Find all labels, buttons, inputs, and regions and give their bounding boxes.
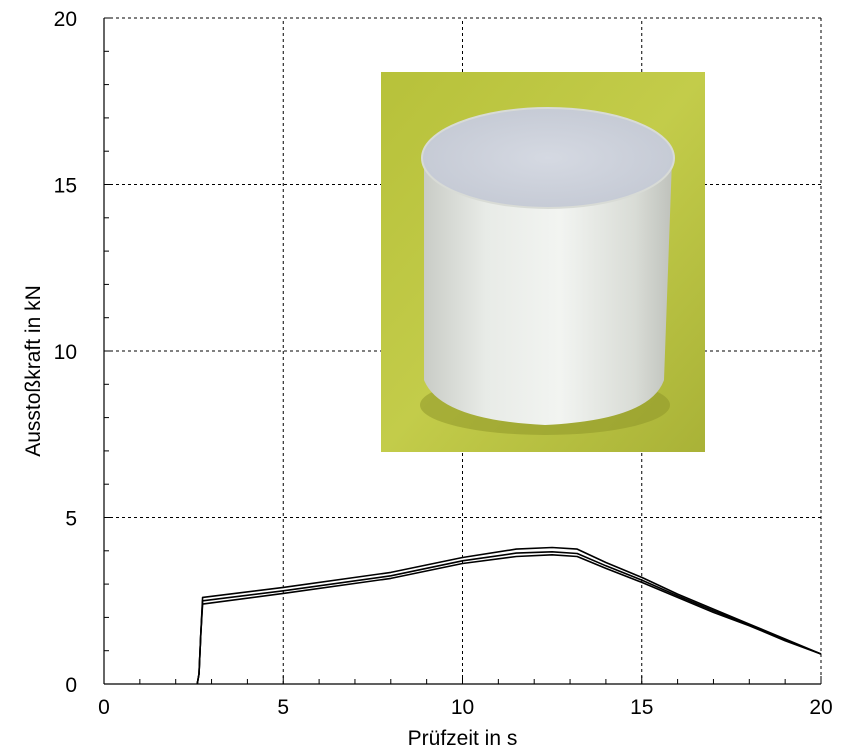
x-tick-label: 5 (277, 696, 289, 719)
x-tick-label: 10 (451, 696, 474, 719)
y-tick-label: 10 (54, 341, 77, 364)
x-axis-label: Prüfzeit in s (408, 727, 518, 750)
x-tick-label: 20 (809, 696, 832, 719)
axes (103, 17, 822, 685)
y-axis-label: Ausstoßkraft in kN (22, 285, 45, 457)
series-layer (196, 546, 822, 685)
y-tick-label: 15 (54, 175, 77, 198)
x-tick-label: 15 (630, 696, 653, 719)
series-line-3 (196, 554, 822, 685)
y-tick-label: 0 (65, 674, 77, 697)
labels: 0 5 10 15 20 0 5 10 15 20 Prüfzeit in s Ausstoßkraf… (22, 8, 833, 750)
white-cylinder-photo (381, 72, 705, 452)
x-tick-label: 0 (98, 696, 110, 719)
y-tick-label: 20 (54, 8, 77, 31)
y-tick-label: 5 (65, 508, 77, 531)
